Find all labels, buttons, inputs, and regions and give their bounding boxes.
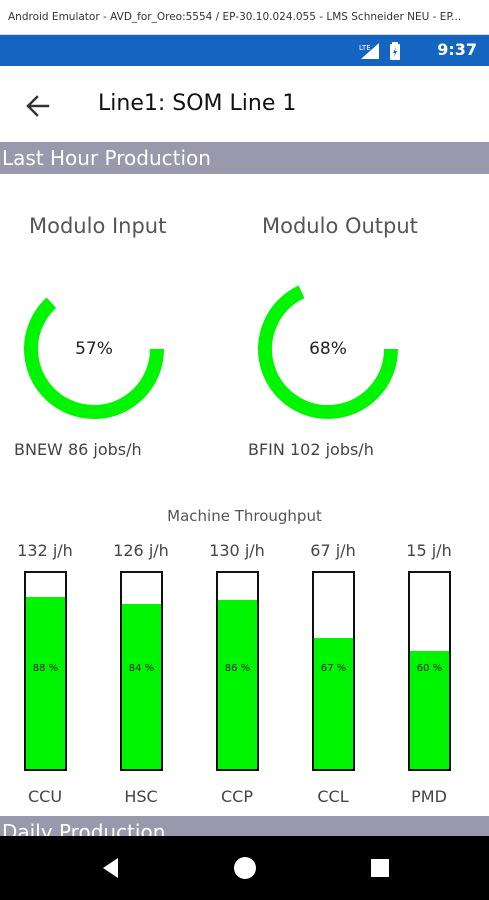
triangle-back-icon: [103, 858, 118, 878]
gauge-output: 68%: [258, 285, 398, 419]
machine-percent: 67 %: [320, 663, 347, 674]
machine-percent: 84 %: [128, 663, 155, 674]
back-arrow-icon: [26, 95, 50, 117]
machine-name: HSC: [124, 787, 158, 806]
gauge-input-subtitle: BNEW 86 jobs/h: [14, 440, 142, 459]
nav-back-button[interactable]: [98, 854, 126, 882]
clock: 9:37: [437, 40, 477, 59]
machine-rate: 126 j/h: [113, 541, 169, 560]
machine-bar-frame: 67 %: [312, 571, 355, 771]
gauge-input-title: Modulo Input: [29, 214, 167, 238]
machine-bar-frame: 86 %: [216, 571, 259, 771]
nav-home-button[interactable]: [231, 854, 259, 882]
machine-name: CCU: [27, 787, 63, 806]
square-recents-icon: [371, 859, 389, 877]
back-button[interactable]: [20, 88, 56, 124]
gauge-input: 57%: [24, 297, 164, 419]
machine-bar-frame: 60 %: [408, 571, 451, 771]
machine-rate: 15 j/h: [406, 541, 452, 560]
machine-name: CCP: [221, 787, 253, 806]
emulator-titlebar: Android Emulator - AVD_for_Oreo:5554 / E…: [0, 0, 489, 35]
machine-rate: 132 j/h: [17, 541, 73, 560]
page-title: Line1: SOM Line 1: [98, 91, 297, 116]
machine-percent: 88 %: [32, 663, 59, 674]
gauge-output-percent: 68%: [309, 339, 347, 359]
gauge-output-subtitle: BFIN 102 jobs/h: [248, 440, 374, 459]
status-bar: LTE 9:37: [0, 35, 489, 66]
machine-throughput-title: Machine Throughput: [167, 507, 322, 525]
machine-bar-frame: 88 %: [24, 571, 67, 771]
machine-bar-fill: [410, 651, 449, 769]
circle-home-icon: [234, 857, 256, 879]
machine-bar-fill: [122, 604, 161, 769]
gauge-output-title: Modulo Output: [262, 214, 418, 238]
app-bar: Line1: SOM Line 1: [0, 66, 489, 142]
machine-name: CCL: [317, 787, 349, 806]
emulator-title: Android Emulator - AVD_for_Oreo:5554 / E…: [8, 11, 462, 23]
gauge-output-arc: [258, 285, 398, 419]
gauge-input-arc: [24, 297, 164, 419]
navigation-bar: [0, 836, 489, 900]
machine-bar-fill: [314, 637, 353, 769]
lte-signal-icon: LTE: [359, 42, 381, 64]
gauge-input-percent: 57%: [75, 339, 113, 359]
machine-bar-fill: [26, 596, 65, 769]
machine-percent: 60 %: [416, 663, 443, 674]
svg-text:LTE: LTE: [359, 44, 371, 52]
machine-rate: 130 j/h: [209, 541, 265, 560]
machine-name: PMD: [411, 787, 447, 806]
section-header-last-hour: Last Hour Production: [0, 142, 489, 174]
machine-rate: 67 j/h: [310, 541, 356, 560]
nav-recents-button[interactable]: [366, 854, 394, 882]
machine-bar-fill: [218, 600, 257, 769]
battery-icon: [389, 42, 401, 64]
machine-percent: 86 %: [224, 663, 251, 674]
machine-bar-frame: 84 %: [120, 571, 163, 771]
